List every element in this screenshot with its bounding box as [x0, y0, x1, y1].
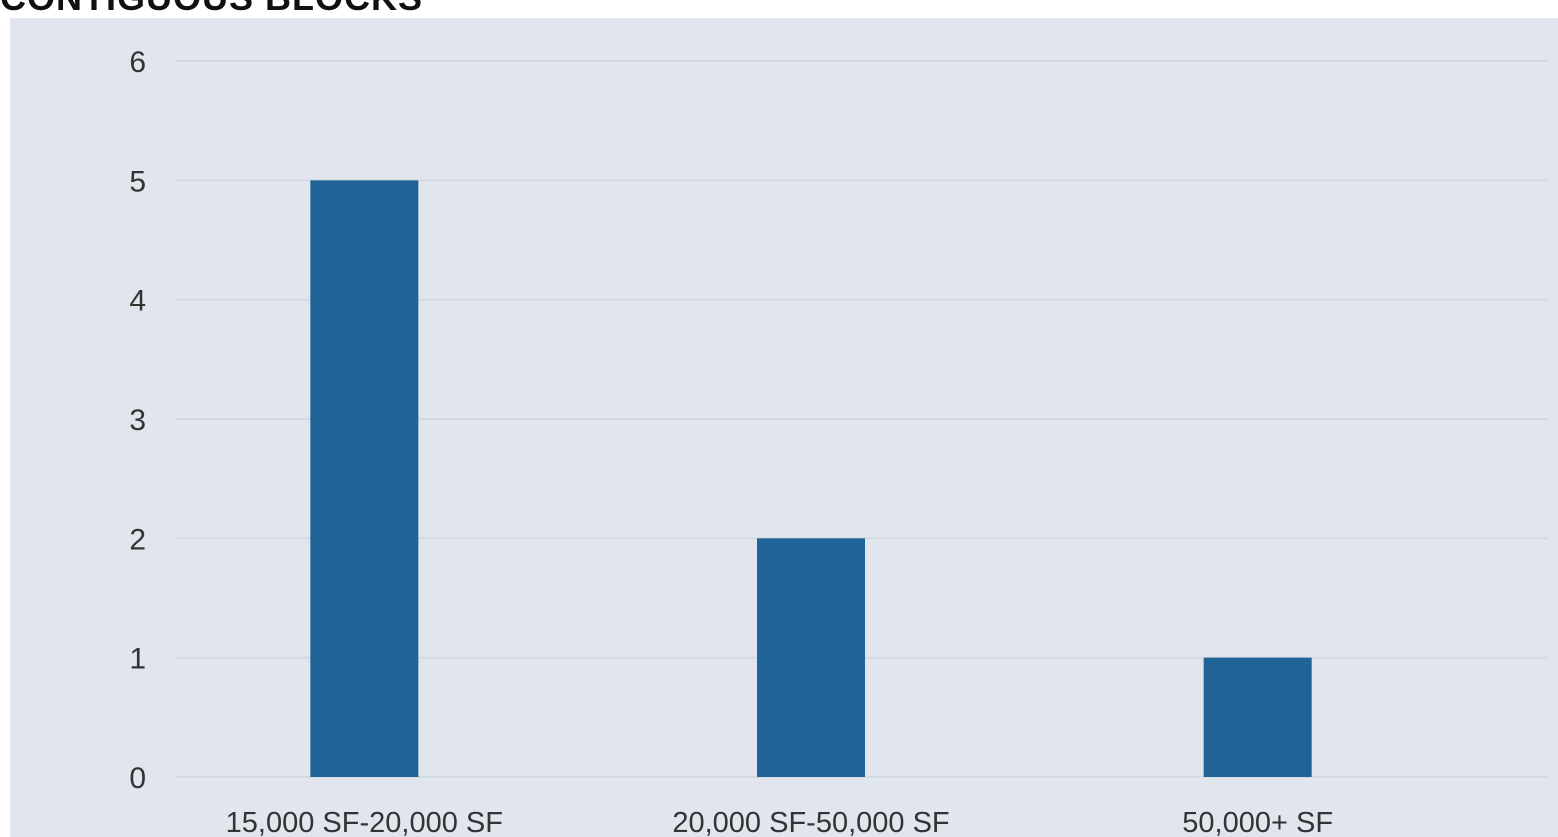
- x-category-label: 50,000+ SF: [1182, 807, 1333, 837]
- bar: [1203, 657, 1312, 777]
- y-tick-label: 5: [129, 165, 146, 198]
- chart-title: CONTIGUOUS BLOCKS: [0, 0, 423, 18]
- x-category-label: 20,000 SF-50,000 SF: [672, 807, 949, 837]
- y-tick-label: 4: [129, 285, 146, 318]
- y-tick-label: 0: [129, 762, 146, 795]
- bars: [310, 180, 1312, 778]
- y-tick-label: 1: [129, 643, 146, 676]
- bar: [310, 180, 419, 778]
- y-axis-ticks: 0 1 2 3 4 5 6: [129, 46, 146, 795]
- x-axis-labels: 15,000 SF-20,000 SF 20,000 SF-50,000 SF 50…: [226, 807, 1333, 837]
- x-category-label: 15,000 SF-20,000 SF: [226, 807, 503, 837]
- y-tick-label: 2: [129, 523, 146, 556]
- y-tick-label: 3: [129, 404, 146, 437]
- bar: [757, 538, 865, 777]
- y-tick-label: 6: [129, 46, 146, 79]
